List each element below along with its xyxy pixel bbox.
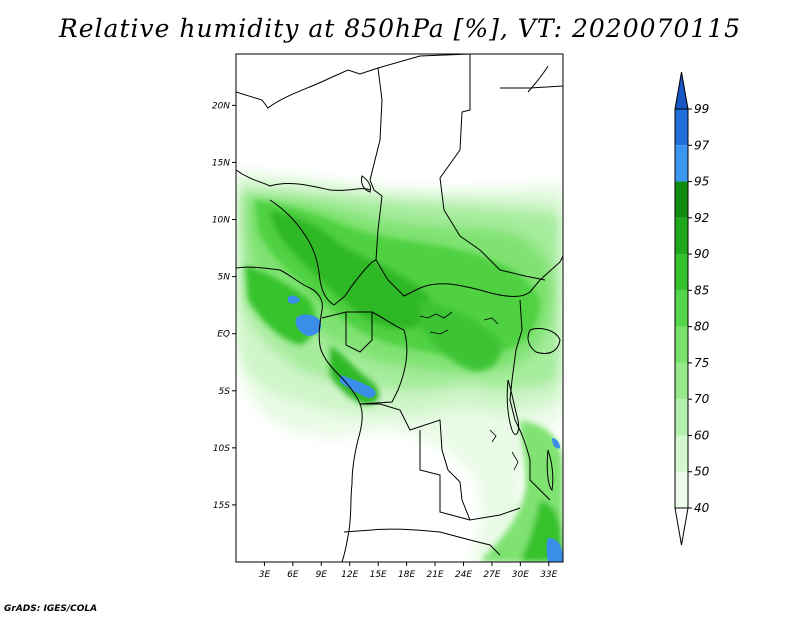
lon-tick-label: 3E — [259, 570, 271, 580]
humidity-zone-east-cluster — [420, 300, 501, 371]
lat-tick-label: 15N — [212, 158, 230, 168]
humidity-zone-dark — [270, 210, 433, 330]
lon-tick-label: 33E — [540, 570, 557, 580]
colorbar-band — [675, 362, 688, 400]
coastline-west — [236, 266, 363, 562]
lake-victoria — [527, 327, 561, 354]
colorbar-band — [675, 399, 688, 436]
saturation-patch-east — [552, 438, 560, 449]
map-title: Relative humidity at 850hPa [%], VT: 202… — [58, 14, 742, 43]
border-east-africa — [509, 299, 551, 501]
border-cameroon-car — [333, 259, 377, 306]
lake-malawi — [546, 449, 554, 492]
saturation-patch-gulf — [288, 295, 300, 304]
lon-tick-label: 18E — [398, 570, 415, 580]
latitude-axis: 20N 15N 10N 5N EQ 5S 10S 15S — [212, 101, 236, 511]
border-sudan — [439, 54, 546, 281]
lon-tick-label: 21E — [426, 570, 443, 580]
lon-tick-label: 9E — [316, 570, 328, 580]
colorbar-level-label: 90 — [694, 247, 710, 261]
colorbar-top-triangle — [674, 71, 689, 110]
colorbar-band — [675, 109, 688, 146]
saturation-patch-southeast — [546, 538, 563, 562]
colorbar-band — [675, 471, 688, 508]
lat-tick-label: EQ — [217, 330, 230, 340]
colorbar-band — [675, 254, 688, 291]
border-congo-drc — [346, 311, 408, 405]
saturation-patch-coast — [340, 375, 376, 398]
colorbar-band — [675, 290, 688, 327]
colorbar-level-label: 50 — [694, 465, 710, 479]
border-namibia — [343, 528, 501, 556]
lon-tick-label: 27E — [483, 570, 500, 580]
map-frame — [235, 53, 564, 563]
colorbar-level-label: 40 — [694, 501, 710, 515]
colorbar-level-label: 97 — [694, 138, 710, 152]
grads-credit: GrADS: IGES/COLA — [4, 604, 98, 614]
border-nigeria-niger — [236, 169, 371, 191]
colorbar-level-label: 80 — [694, 320, 710, 334]
lat-tick-label: 5S — [219, 387, 231, 397]
lon-tick-label: 12E — [341, 570, 358, 580]
colorbar-level-label: 60 — [694, 428, 710, 442]
lake-tanganyika — [506, 379, 519, 435]
red-sea-coast — [527, 65, 549, 93]
coastlines-and-borders — [236, 54, 563, 562]
colorbar-bottom-triangle — [674, 507, 689, 546]
colorbar-level-label: 70 — [694, 392, 710, 406]
lon-tick-label: 30E — [512, 570, 529, 580]
longitude-axis: 3E 6E 9E 12E 15E 18E 21E 24E 27E 30E 33E — [259, 562, 558, 580]
colorbar-band — [675, 217, 688, 255]
colorbar-band — [675, 145, 688, 182]
border-chad-east — [375, 195, 563, 297]
colorbar-level-label: 75 — [694, 356, 709, 370]
lake-chad — [361, 175, 371, 193]
colorbar: 40 50 60 70 75 80 85 90 92 95 97 99 — [674, 71, 710, 546]
lon-tick-label: 15E — [370, 570, 387, 580]
lat-tick-label: 10S — [213, 444, 230, 454]
colorbar-level-label: 99 — [694, 102, 709, 116]
colorbar-band — [675, 326, 688, 363]
colorbar-level-label: 95 — [694, 175, 709, 189]
humidity-field — [236, 170, 563, 562]
colorbar-band — [675, 181, 688, 218]
lat-tick-label: 10N — [212, 216, 230, 226]
border-gabon-congo — [321, 311, 373, 353]
lon-tick-label: 24E — [455, 570, 472, 580]
border-nigeria-cameroon — [269, 199, 335, 306]
border-drc-angola — [360, 403, 521, 521]
colorbar-band — [675, 435, 688, 472]
lat-tick-label: 15S — [213, 501, 230, 511]
contour-lines — [419, 311, 519, 471]
lon-tick-label: 6E — [287, 570, 299, 580]
colorbar-outline — [674, 108, 689, 509]
lat-tick-label: 5N — [218, 273, 231, 283]
border-east-horn — [500, 85, 563, 89]
colorbar-level-label: 92 — [694, 211, 709, 225]
lat-tick-label: 20N — [212, 101, 230, 111]
border-sahel-north — [236, 54, 471, 109]
colorbar-level-label: 85 — [694, 283, 709, 297]
saturation-patch-gabon — [295, 314, 322, 336]
border-angola-zambia — [419, 430, 471, 521]
border-libya-chad — [369, 67, 383, 197]
